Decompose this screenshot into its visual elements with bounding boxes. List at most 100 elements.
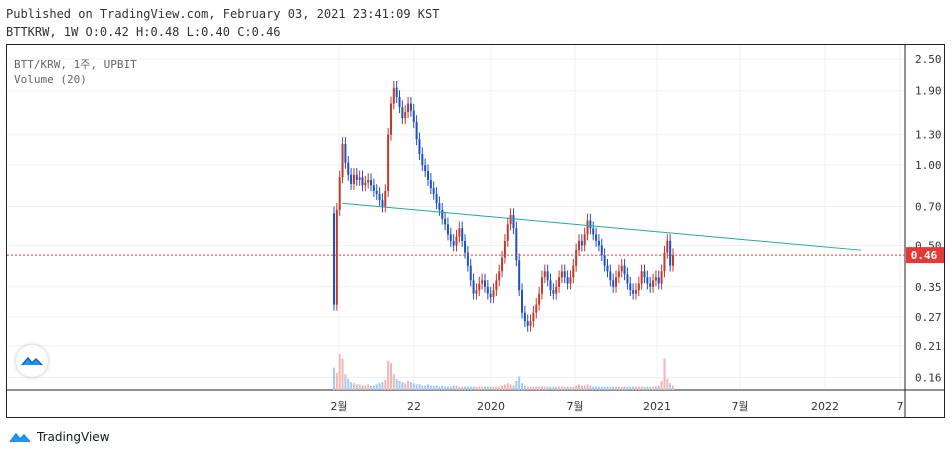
candle-body	[660, 271, 663, 284]
volume-bar	[407, 381, 410, 390]
volume-bar	[392, 374, 395, 390]
candle-body	[509, 215, 512, 225]
volume-bar	[418, 384, 421, 390]
volume-bar	[532, 386, 535, 390]
candle-body	[612, 280, 615, 287]
candle-body	[441, 209, 444, 219]
candle-body	[398, 96, 401, 108]
volume-bar	[583, 385, 586, 390]
candle-body	[552, 290, 555, 294]
candle-body	[569, 277, 572, 284]
volume-bar	[429, 385, 432, 390]
volume-bar	[626, 386, 629, 390]
volume-bar	[466, 386, 469, 390]
volume-bar	[660, 381, 663, 390]
volume-bar	[555, 386, 558, 390]
candle-body	[452, 240, 455, 246]
candle-body	[623, 265, 626, 275]
candle-body	[495, 280, 498, 291]
volume-bar	[492, 386, 495, 390]
volume-bar	[535, 386, 538, 390]
candle-body	[449, 234, 452, 241]
volume-bar	[549, 386, 552, 390]
candle-body	[615, 277, 618, 287]
volume-bar	[623, 386, 626, 390]
tradingview-brand[interactable]: TradingView	[8, 428, 110, 446]
candle-body	[617, 271, 620, 278]
candle-body	[387, 134, 390, 191]
candle-body	[672, 255, 674, 266]
candle-body	[646, 277, 649, 284]
volume-bar	[617, 386, 620, 390]
candle-body	[503, 240, 506, 258]
candle-body	[560, 271, 563, 278]
candle-body	[501, 257, 504, 272]
candle-body	[600, 245, 603, 256]
volume-bar	[384, 379, 387, 390]
candle-body	[344, 143, 347, 163]
volume-bar	[338, 354, 341, 390]
candle-body	[392, 87, 395, 104]
volume-bar	[469, 386, 472, 390]
candle-body	[506, 224, 509, 241]
volume-bar	[412, 383, 415, 390]
tradingview-logo-icon[interactable]	[16, 345, 48, 377]
candle-body	[577, 240, 580, 251]
candle-body	[481, 280, 484, 284]
candle-body	[355, 174, 358, 180]
candle-body	[483, 280, 486, 287]
published-header: Published on TradingView.com, February 0…	[6, 7, 440, 21]
volume-bar	[515, 381, 518, 390]
volume-bar	[341, 358, 344, 390]
volume-legend: Volume (20)	[14, 73, 87, 86]
candle-body	[603, 255, 606, 266]
volume-bar	[526, 386, 529, 390]
volume-bar	[595, 386, 598, 390]
candle-body	[418, 139, 421, 155]
y-tick-label: 1.00	[915, 159, 942, 172]
x-tick-label: 7월	[566, 400, 583, 413]
volume-bar	[566, 386, 569, 390]
volume-bar	[512, 385, 515, 390]
volume-bar	[552, 386, 555, 390]
volume-bar	[372, 385, 375, 390]
candle-body	[549, 280, 552, 291]
candle-body	[486, 286, 489, 294]
candle-body	[563, 271, 566, 278]
candle-body	[515, 228, 518, 261]
volume-bar	[620, 386, 623, 390]
candle-body	[580, 240, 583, 246]
volume-bar	[503, 384, 506, 390]
volume-bar	[509, 384, 512, 390]
x-tick-label: 2월	[330, 400, 347, 413]
candle-body	[535, 304, 538, 313]
volume-bar	[486, 386, 489, 390]
volume-bar	[483, 386, 486, 390]
volume-bar	[395, 378, 398, 390]
chart-frame[interactable]	[6, 44, 945, 418]
candle-body	[372, 185, 375, 191]
candle-body	[512, 215, 515, 229]
candle-body	[634, 290, 637, 294]
volume-bar	[577, 384, 580, 390]
candle-body	[438, 203, 441, 210]
candle-body	[583, 234, 586, 246]
volume-bar	[529, 386, 532, 390]
volume-bar	[378, 383, 381, 390]
candle-body	[643, 271, 646, 278]
volume-bar	[646, 386, 649, 390]
volume-bar	[666, 378, 669, 390]
volume-bar	[592, 386, 595, 390]
volume-bar	[506, 383, 509, 390]
volume-bar	[612, 386, 615, 390]
last-price-badge	[906, 247, 944, 264]
candle-body	[606, 265, 609, 272]
candle-body	[432, 188, 435, 194]
candle-body	[421, 154, 424, 166]
volume-bar	[370, 385, 373, 390]
volume-bar	[572, 386, 575, 390]
candle-body	[521, 290, 524, 313]
volume-bar	[424, 385, 427, 390]
volume-bar	[446, 386, 449, 390]
